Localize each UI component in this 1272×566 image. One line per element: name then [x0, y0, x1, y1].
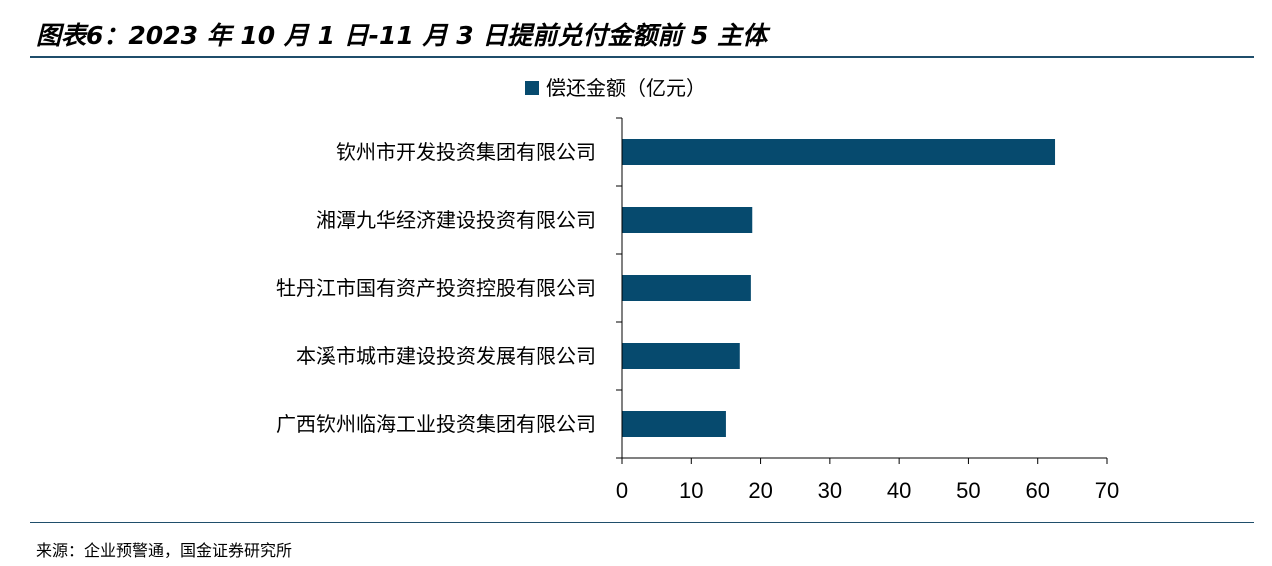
x-tick-label-30: 30 [818, 478, 842, 503]
x-axis-ticks [621, 458, 1108, 464]
x-tick-label-40: 40 [887, 478, 911, 503]
bar-4 [622, 343, 740, 369]
bar-chart: 偿还金额（亿元） 钦州市开发投资集团有限公司湘潭九华经济建设投资有限公司牡丹江市… [276, 76, 1119, 503]
legend-label: 偿还金额（亿元） [546, 76, 706, 100]
category-label-5: 广西钦州临海工业投资集团有限公司 [276, 412, 596, 436]
y-axis-ticks [616, 117, 622, 459]
x-tick-label-70: 70 [1095, 478, 1119, 503]
x-tick-labels: 0 10 20 30 40 50 60 70 [616, 478, 1119, 503]
category-label-3: 牡丹江市国有资产投资控股有限公司 [276, 276, 596, 300]
category-label-1: 钦州市开发投资集团有限公司 [336, 140, 596, 164]
legend-swatch [525, 81, 539, 95]
legend: 偿还金额（亿元） [525, 76, 706, 100]
bar-2 [622, 207, 753, 233]
bar-5 [622, 411, 726, 437]
bar-1 [622, 139, 1056, 165]
x-tick-label-10: 10 [679, 478, 703, 503]
x-tick-label-0: 0 [616, 478, 628, 503]
bars [622, 139, 1056, 437]
x-tick-label-50: 50 [956, 478, 980, 503]
x-tick-label-20: 20 [748, 478, 772, 503]
footer-divider [30, 522, 1254, 523]
figure-title: 图表6：2023 年 10 月 1 日-11 月 3 日提前兑付金额前 5 主体 [36, 21, 768, 50]
bar-3 [622, 275, 751, 301]
category-labels: 钦州市开发投资集团有限公司湘潭九华经济建设投资有限公司牡丹江市国有资产投资控股有… [276, 140, 596, 436]
title-divider [30, 56, 1254, 58]
category-label-4: 本溪市城市建设投资发展有限公司 [296, 344, 596, 368]
x-tick-label-60: 60 [1025, 478, 1049, 503]
category-label-2: 湘潭九华经济建设投资有限公司 [316, 208, 596, 232]
source-note: 来源：企业预警通，国金证券研究所 [36, 541, 293, 560]
